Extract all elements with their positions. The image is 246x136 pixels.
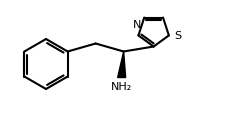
Polygon shape [118, 52, 126, 78]
Text: NH₂: NH₂ [111, 83, 132, 92]
Text: N: N [133, 20, 142, 30]
Text: S: S [174, 31, 181, 41]
